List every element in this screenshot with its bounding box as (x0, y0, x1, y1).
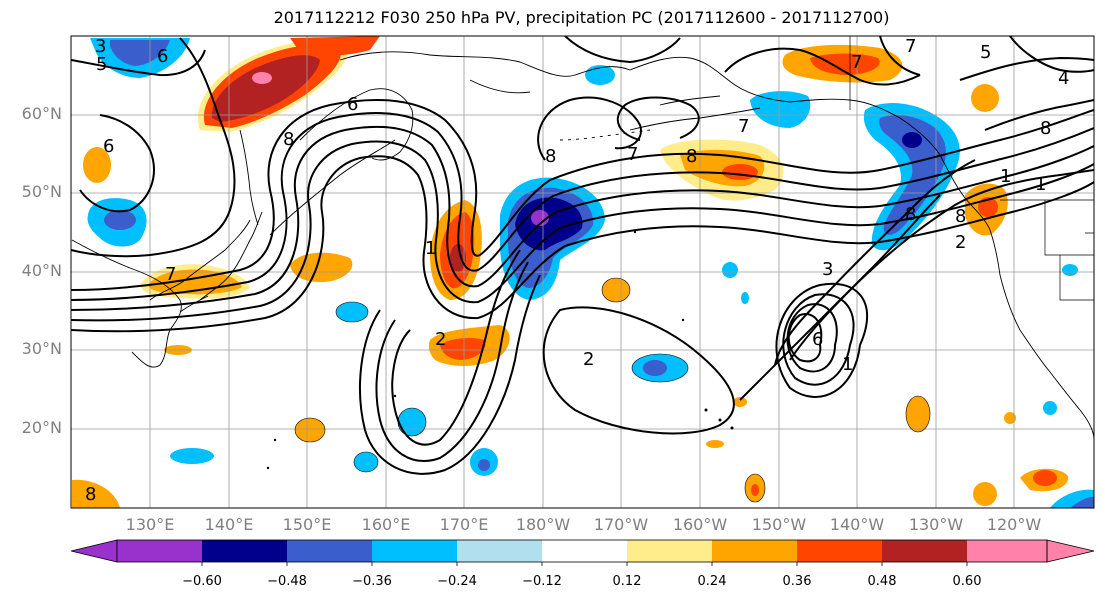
contour-label: 6 (157, 46, 168, 67)
contour-label: 7 (627, 144, 638, 165)
lon-label: 150°E (282, 515, 332, 534)
colorbar-tick-label: −0.24 (437, 574, 477, 589)
contour-label: 7 (165, 264, 176, 285)
contour-label: 8 (545, 146, 556, 167)
lon-label: 170°W (593, 515, 649, 534)
contour-label: 8 (686, 146, 697, 167)
map-layers: 3 6 5 8 6 7 6 8 7 1 8 7 5 4 8 7 1 2 8 2 … (71, 36, 1094, 508)
lon-label: 120°W (986, 515, 1042, 534)
colorbar-tick-label: 0.24 (697, 574, 727, 589)
colorbar-tick-label: 0.48 (867, 574, 897, 589)
lat-label: 50°N (21, 182, 62, 201)
lon-label: 160°E (361, 515, 411, 534)
lat-label: 60°N (21, 104, 62, 123)
colorbar-swatch (627, 540, 712, 562)
colorbar-swatch (967, 540, 1047, 562)
contour-label: 2 (955, 232, 966, 253)
islands (266, 230, 734, 470)
lon-label: 140°W (829, 515, 885, 534)
contour-label: 8 (283, 129, 294, 150)
colorbar-tick-label: 0.60 (952, 574, 982, 589)
colorbar-tick-label: −0.60 (182, 574, 222, 589)
colorbar-tick-label: −0.48 (267, 574, 307, 589)
shading-outlines (294, 277, 931, 503)
colorbar-swatch (712, 540, 797, 562)
contour-label: 3 (95, 36, 106, 57)
contour-label: 6 (347, 94, 358, 115)
lon-label: 140°E (204, 515, 254, 534)
colorbar-swatch (542, 540, 627, 562)
contour-label: 1 (842, 354, 853, 375)
colorbar-tick-label: 0.36 (782, 574, 812, 589)
colorbar-tick-label: −0.36 (352, 574, 392, 589)
contour-label: 8 (905, 204, 916, 225)
colorbar-tick-label: −0.12 (522, 574, 562, 589)
colorbar (70, 539, 1095, 566)
colorbar-swatch (882, 540, 967, 562)
contour-label: 8 (1040, 118, 1051, 139)
colorbar-swatch (797, 540, 882, 562)
contour-label: 5 (96, 54, 107, 75)
lon-label: 160°W (672, 515, 728, 534)
contour-label: 1 (425, 238, 436, 259)
contour-label: 8 (955, 206, 966, 227)
contour-label: 2 (583, 349, 594, 370)
lon-label: 170°E (439, 515, 489, 534)
colorbar-swatch (287, 540, 372, 562)
contour-label-group: 3 6 5 8 6 7 6 8 7 1 8 7 5 4 8 7 1 2 8 2 … (85, 36, 1069, 505)
contour-label: 6 (103, 136, 114, 157)
colorbar-swatch (117, 540, 202, 562)
colorbar-swatch (457, 540, 542, 562)
colorbar-swatch (202, 540, 287, 562)
contour-label: 1 (1035, 174, 1046, 195)
lon-label: 180°W (515, 515, 571, 534)
contour-label: 1 (1000, 166, 1011, 187)
lon-label: 130°W (908, 515, 964, 534)
contour-label: 8 (85, 484, 96, 505)
map-border (70, 35, 1095, 509)
pv-contours (71, 36, 1094, 475)
lon-label: 150°W (751, 515, 807, 534)
lat-label: 30°N (21, 339, 62, 358)
contour-label: 2 (435, 329, 446, 350)
contour-label: 5 (980, 42, 991, 63)
lon-label: 130°E (125, 515, 175, 534)
graticule (71, 36, 1094, 508)
lat-label: 40°N (21, 261, 62, 280)
colorbar-tick-label: 0.12 (612, 574, 642, 589)
contour-label: 7 (905, 36, 916, 57)
colorbar-arrow-right (1046, 539, 1095, 563)
contour-label: 6 (812, 329, 823, 350)
colorbar-swatch (372, 540, 457, 562)
contour-label: 7 (851, 52, 862, 73)
contour-label: 7 (738, 116, 749, 137)
contour-label: 4 (1058, 68, 1069, 89)
contour-label: 3 (822, 259, 833, 280)
colorbar-arrow-left (70, 539, 118, 563)
lat-label: 20°N (21, 418, 62, 437)
map-title: 2017112212 F030 250 hPa PV, precipitatio… (273, 8, 890, 27)
